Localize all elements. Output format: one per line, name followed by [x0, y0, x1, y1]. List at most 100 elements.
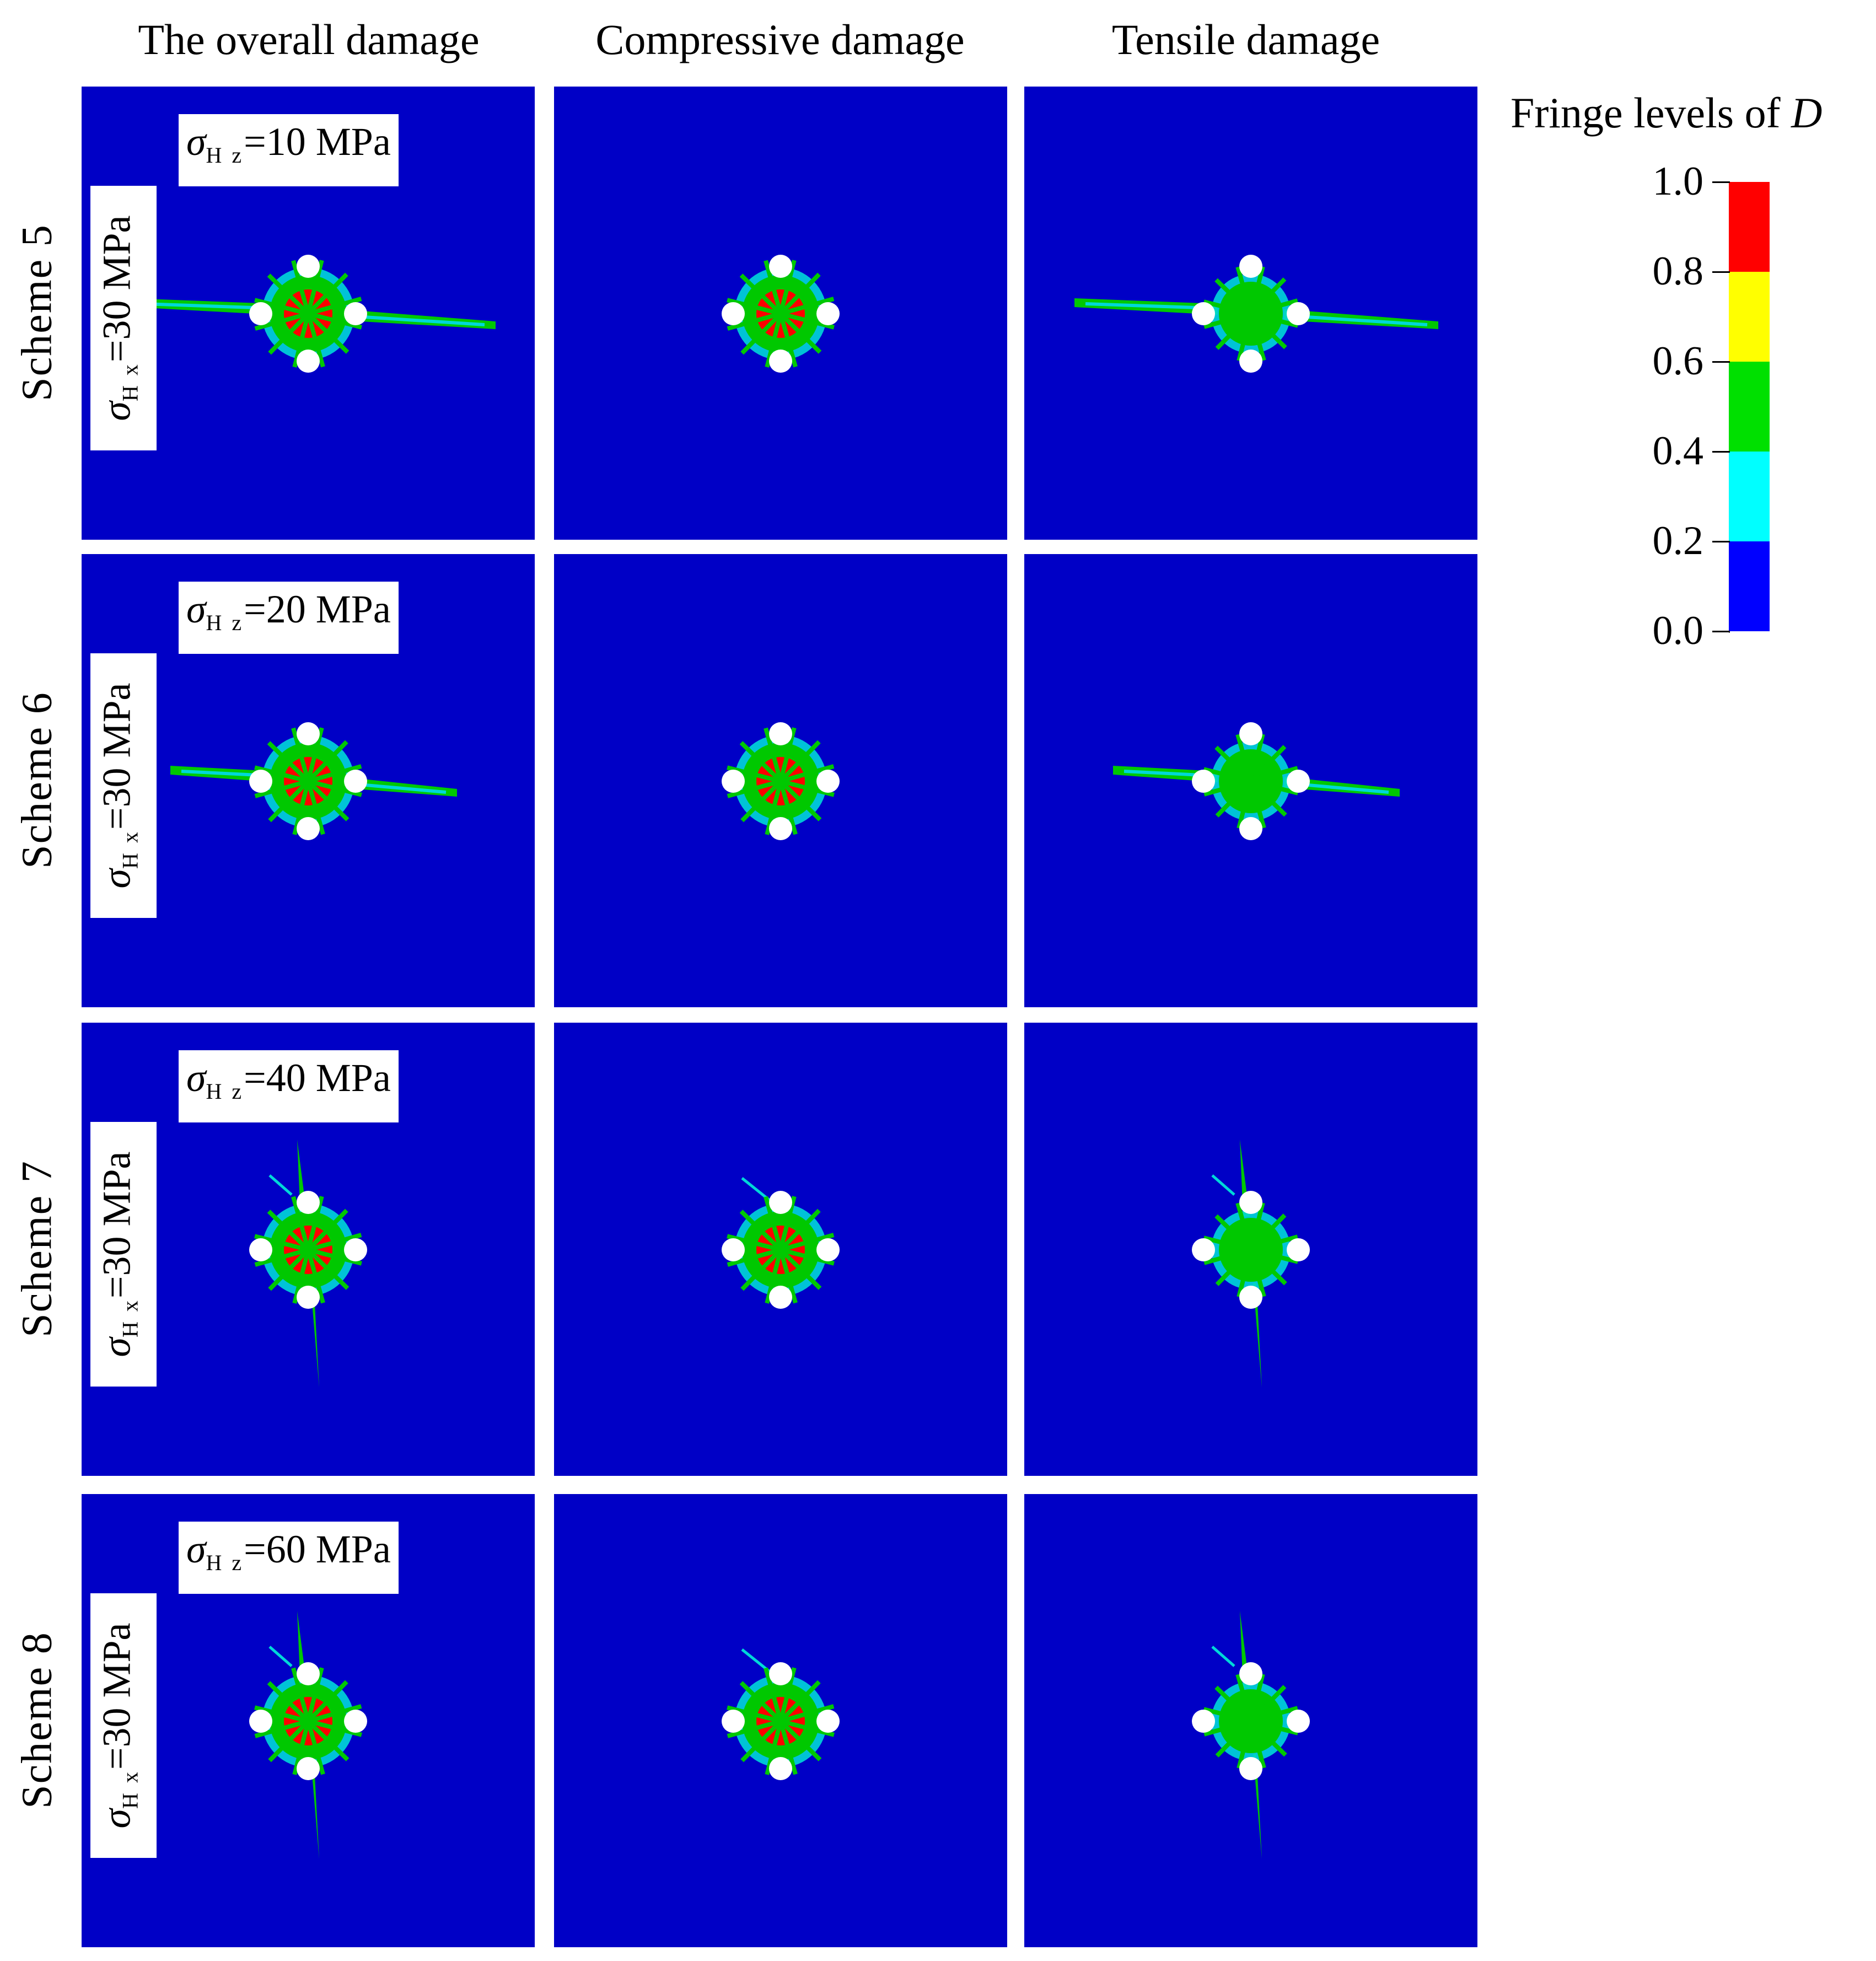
crack-bottom [310, 1283, 319, 1388]
damage-spike [1235, 1202, 1253, 1251]
damage-spike [291, 1667, 310, 1722]
damage-spike [1237, 781, 1253, 829]
damage-spike [765, 1721, 783, 1775]
borehole-left [722, 1710, 745, 1733]
borehole-top [1239, 255, 1262, 278]
borehole-left [1192, 770, 1215, 793]
fringe-legend: Fringe levels of D 1.0 0.8 0.6 0.4 0.2 0.0 [1511, 88, 1874, 673]
borehole-right [1287, 302, 1310, 325]
borehole-right [816, 302, 840, 325]
damage-spike [1249, 266, 1265, 314]
damage-spike [291, 1196, 310, 1251]
borehole-right [816, 1238, 840, 1261]
damage-spike [1249, 1685, 1287, 1723]
legend-tick [1712, 541, 1730, 542]
borehole-bottom [769, 1757, 792, 1780]
panel-scheme-6-compressive [554, 554, 1007, 1007]
borehole-bottom [769, 350, 792, 373]
damage-spike [764, 1196, 783, 1251]
panel-scheme-8-compressive [554, 1494, 1007, 1947]
damage-spike [307, 1208, 348, 1251]
damage-spike [291, 727, 310, 782]
damage-spike [1250, 311, 1299, 328]
damage-spike [727, 311, 782, 331]
damage-spike [779, 272, 821, 315]
damage-spike [307, 272, 348, 315]
borehole-bottom [1239, 1286, 1262, 1309]
damage-spike [727, 298, 781, 316]
panel-scheme-8-tensile [1024, 1494, 1477, 1947]
damage-spike [764, 1667, 783, 1722]
damage-spike [292, 313, 310, 368]
row-label-scheme-5: Scheme 5 [13, 224, 61, 401]
borehole-bottom [297, 350, 320, 373]
damage-spike [267, 1210, 310, 1251]
borehole-top [297, 1662, 320, 1685]
damage-spike [1249, 1213, 1287, 1251]
borehole-left [722, 302, 745, 325]
damage-spike [307, 1680, 348, 1723]
damage-spike [292, 781, 310, 835]
borehole-right [344, 302, 367, 325]
sigma-symbol: σ [94, 1809, 139, 1829]
damage-spike [1215, 1720, 1253, 1758]
damage-spike [307, 780, 350, 821]
damage-spike [727, 779, 782, 798]
stress-value: =30 MPa [94, 1151, 139, 1299]
borehole-bottom [1239, 817, 1262, 840]
damage-zone [1203, 1611, 1299, 1859]
damage-spike [727, 1248, 782, 1267]
damage-spike [254, 1705, 309, 1723]
damage-spike [308, 1719, 362, 1737]
sigma-hz-label: σH z=20 MPa [179, 582, 399, 654]
borehole-left [249, 770, 272, 793]
damage-spike [1249, 1249, 1266, 1297]
stress-value: =30 MPa [94, 215, 139, 363]
damage-spike [307, 764, 362, 783]
panel-scheme-7-compressive [554, 1023, 1007, 1476]
damage-spike [307, 1248, 350, 1290]
borehole-left [722, 770, 745, 793]
sigma-symbol: σ [186, 587, 206, 631]
damage-spike [778, 1196, 797, 1250]
damage-spike [308, 1248, 362, 1266]
legend-color-band [1729, 541, 1770, 631]
borehole-left [249, 1710, 272, 1733]
legend-variable: D [1791, 89, 1823, 137]
panel-scheme-6-overall: σH z=20 MPa σH x=30 MPa [82, 554, 535, 1007]
crack-branch [741, 1648, 771, 1673]
sigma-hx-label: σH x=30 MPa [95, 683, 150, 888]
sigma-hz-label: σH z=60 MPa [179, 1522, 399, 1594]
damage-spike [780, 297, 835, 316]
damage-spike [764, 260, 783, 315]
legend-color-band [1729, 452, 1770, 541]
borehole-right [1287, 1238, 1310, 1261]
damage-spike [1214, 1214, 1253, 1251]
damage-spike [1203, 1235, 1251, 1252]
damage-spike [1249, 312, 1287, 350]
borehole-top [297, 1191, 320, 1214]
legend-color-band [1729, 182, 1770, 272]
damage-spike [1215, 780, 1253, 818]
damage-spike [780, 779, 835, 797]
damage-spike [268, 1248, 310, 1291]
panel-scheme-5-compressive [554, 87, 1007, 540]
damage-spike [780, 1248, 835, 1266]
crack-branch [741, 1177, 771, 1201]
damage-spike [779, 1248, 822, 1290]
damage-zone [254, 1140, 362, 1388]
damage-spike [1249, 1202, 1265, 1250]
borehole-right [816, 770, 840, 793]
damage-spike [306, 1196, 324, 1250]
legend-color-band [1729, 272, 1770, 362]
damage-zone [1113, 733, 1400, 829]
damage-spike [306, 260, 324, 314]
column-header-tensile: Tensile damage [1111, 15, 1380, 63]
damage-spike [1250, 766, 1298, 783]
borehole-left [1192, 1710, 1215, 1733]
sigma-hx-box: σH x=30 MPa [90, 1122, 157, 1387]
borehole-top [769, 1191, 792, 1214]
borehole-left [249, 302, 272, 325]
damage-spike [254, 1234, 309, 1252]
damage-spike [740, 780, 782, 823]
